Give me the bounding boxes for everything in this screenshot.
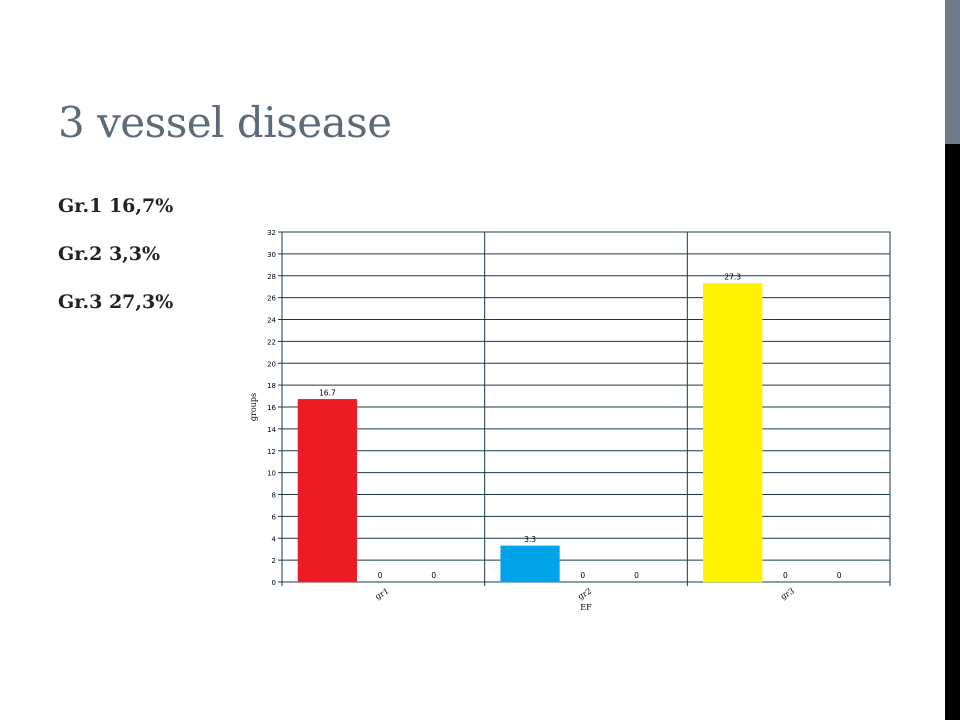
y-tick-label: 2 — [272, 557, 276, 565]
x-tick-label: gr1 — [374, 586, 391, 601]
y-tick-label: 4 — [272, 535, 277, 543]
y-tick-label: 30 — [267, 251, 276, 259]
data-label: 27.3 — [724, 272, 741, 281]
y-tick-label: 28 — [267, 273, 276, 281]
bar-gr1 — [297, 399, 358, 583]
bar-gr3 — [703, 283, 763, 583]
x-tick-label: gr2 — [576, 586, 593, 601]
sidebar-strip — [945, 0, 960, 720]
sidebar-accent — [945, 0, 960, 144]
bullet-gr2: Gr.2 3,3% — [58, 243, 161, 265]
bar-chart: 0 2 4 6 8 10 12 14 16 18 20 22 24 26 28 30 32 16.7 0 0 gr1 3.… — [230, 218, 910, 628]
y-tick-label: 14 — [267, 426, 276, 434]
bullet-list: Gr.1 16,7% Gr.2 3,3% Gr.3 27,3% — [58, 192, 173, 336]
y-tick-label: 26 — [267, 295, 276, 303]
bullet-gr1: Gr.1 16,7% — [58, 195, 174, 217]
data-label: 0 — [783, 571, 788, 580]
y-tick-label: 0 — [272, 579, 276, 587]
y-tick-label: 20 — [267, 360, 276, 368]
data-label: 3.3 — [524, 535, 536, 544]
y-tick-label: 16 — [267, 404, 276, 412]
y-axis-label: groups — [249, 393, 258, 421]
y-tick-label: 8 — [272, 492, 276, 500]
data-label: 0 — [580, 571, 585, 580]
bullet-gr3: Gr.3 27,3% — [58, 291, 174, 313]
data-label: 0 — [431, 571, 436, 580]
y-tick-label: 22 — [267, 338, 276, 346]
y-tick-label: 6 — [272, 513, 277, 521]
data-label: 0 — [378, 571, 383, 580]
bar-gr2 — [500, 545, 560, 583]
y-tick-label: 24 — [267, 317, 276, 325]
data-label: 16.7 — [319, 388, 336, 397]
y-tick-label: 12 — [267, 448, 276, 456]
x-tick-label: gr3 — [779, 586, 796, 601]
data-label: 0 — [837, 571, 842, 580]
y-tick-label: 10 — [267, 470, 276, 478]
data-label: 0 — [634, 571, 639, 580]
x-axis-label: EF — [580, 603, 592, 612]
y-tick-label: 18 — [267, 382, 276, 390]
y-tick-label: 32 — [267, 229, 276, 237]
slide-title: 3 vessel disease — [58, 98, 392, 147]
